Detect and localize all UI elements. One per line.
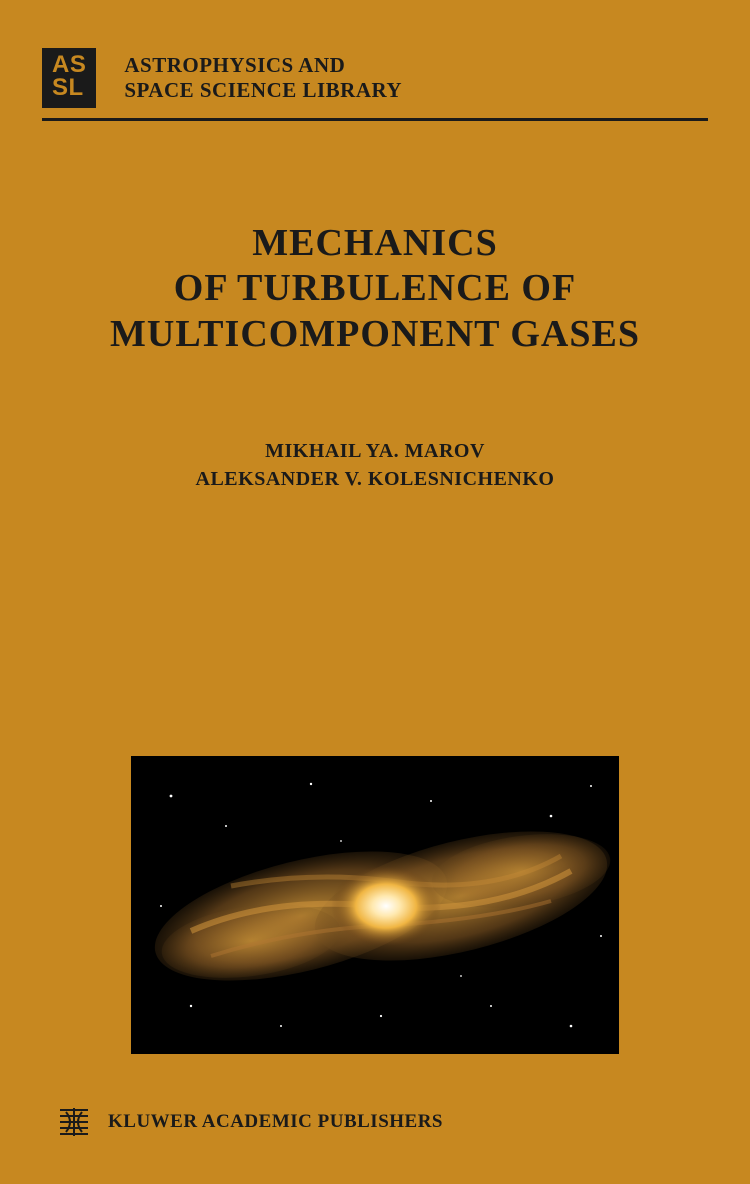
series-line-2: SPACE SCIENCE LIBRARY <box>124 78 402 102</box>
title-line-3: MULTICOMPONENT GASES <box>110 313 640 355</box>
publisher-name: KLUWER ACADEMIC PUBLISHERS <box>108 1111 443 1133</box>
series-logo: ASSL <box>42 48 96 108</box>
author-2: ALEKSANDER V. KOLESNICHENKO <box>196 468 555 490</box>
book-cover: ASSL ASTROPHYSICS AND SPACE SCIENCE LIBR… <box>0 0 750 1184</box>
book-authors: MIKHAIL YA. MAROV ALEKSANDER V. KOLESNIC… <box>42 437 708 493</box>
author-1: MIKHAIL YA. MAROV <box>265 440 485 462</box>
cover-image <box>131 756 619 1054</box>
title-line-2: OF TURBULENCE OF <box>174 267 576 309</box>
series-line-1: ASTROPHYSICS AND <box>124 53 345 77</box>
publisher-block: KLUWER ACADEMIC PUBLISHERS <box>56 1104 443 1140</box>
series-header: ASSL ASTROPHYSICS AND SPACE SCIENCE LIBR… <box>42 48 708 121</box>
series-name: ASTROPHYSICS AND SPACE SCIENCE LIBRARY <box>124 53 402 103</box>
nebula-illustration <box>131 756 619 1054</box>
book-title: MECHANICS OF TURBULENCE OF MULTICOMPONEN… <box>42 221 708 358</box>
title-line-1: MECHANICS <box>252 222 497 264</box>
publisher-logo-icon <box>56 1104 92 1140</box>
